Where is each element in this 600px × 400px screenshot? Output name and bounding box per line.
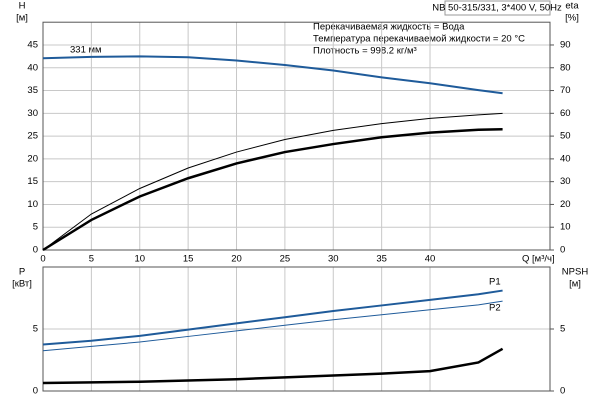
y-tick-label: 0 — [33, 386, 38, 397]
y-tick-label: 20 — [27, 153, 38, 164]
y-tick-label: 10 — [27, 199, 38, 210]
x-tick-label: 5 — [89, 254, 94, 265]
annotation: Перекачиваемая жидкость = Вода — [313, 22, 465, 33]
series-label: 331 мм — [70, 45, 102, 56]
x-tick-label: 30 — [328, 254, 339, 265]
curve — [42, 289, 503, 346]
y-tick-label: 35 — [27, 85, 38, 96]
title-box — [444, 0, 551, 16]
y2-tick-label: 40 — [560, 153, 571, 164]
y-axis-unit: [кВт] — [12, 279, 32, 290]
curve — [42, 347, 504, 385]
y2-tick-label: 10 — [560, 222, 571, 233]
x-tick-label: 40 — [425, 254, 436, 265]
x-axis-label: Q [м³/ч] — [522, 254, 555, 265]
y2-axis-label: eta — [565, 1, 579, 12]
y2-tick-label: 90 — [560, 39, 571, 50]
y2-tick-label: 0 — [560, 245, 565, 256]
y2-tick-label: 0 — [560, 386, 565, 397]
y2-tick-label: 20 — [560, 199, 571, 210]
y2-tick-label: 5 — [560, 324, 565, 335]
annotation: Температура перекачиваемой жидкости = 20… — [313, 34, 525, 45]
x-tick-label: 20 — [231, 254, 242, 265]
y2-tick-label: 30 — [560, 176, 571, 187]
curve — [42, 128, 503, 252]
y2-tick-label: 50 — [560, 131, 571, 142]
y2-tick-label: 70 — [560, 85, 571, 96]
y2-tick-label: 80 — [560, 62, 571, 73]
y-axis-label: P — [19, 267, 25, 278]
y-tick-label: 15 — [27, 176, 38, 187]
y-tick-label: 40 — [27, 62, 38, 73]
y-tick-label: 5 — [33, 222, 38, 233]
y2-axis-unit: [м] — [569, 279, 581, 290]
y-tick-label: 30 — [27, 108, 38, 119]
x-tick-label: 35 — [376, 254, 387, 265]
y-tick-label: 5 — [33, 324, 38, 335]
annotation: Плотность = 998.2 кг/м³ — [313, 46, 417, 57]
x-tick-label: 25 — [280, 254, 291, 265]
y-tick-label: 25 — [27, 131, 38, 142]
x-tick-label: 0 — [40, 254, 45, 265]
curve — [42, 300, 503, 352]
curve — [42, 112, 503, 251]
y2-axis-unit: [%] — [565, 13, 579, 24]
x-tick-label: 10 — [134, 254, 145, 265]
chart-title: NB 50-315/331, 3*400 V, 50Hz — [432, 3, 562, 14]
curve — [42, 55, 503, 95]
x-tick-label: 15 — [183, 254, 194, 265]
y-axis-label: H — [19, 1, 26, 12]
series-label: P2 — [489, 303, 501, 314]
y-tick-label: 0 — [33, 245, 38, 256]
y2-axis-label: NPSH — [562, 267, 589, 278]
y-axis-unit: [м] — [16, 13, 28, 24]
series-label: P1 — [489, 277, 501, 288]
y2-tick-label: 60 — [560, 108, 571, 119]
y-tick-label: 45 — [27, 39, 38, 50]
